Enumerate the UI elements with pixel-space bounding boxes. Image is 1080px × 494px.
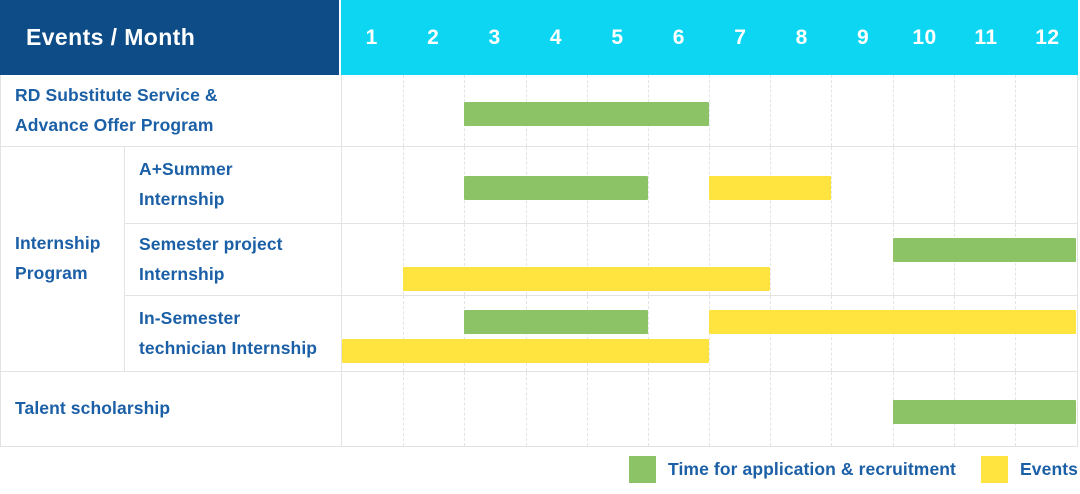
month-gridline <box>953 147 955 223</box>
event-bar <box>403 267 771 291</box>
month-gridline <box>831 224 833 295</box>
header-events-month-cell: Events / Month <box>0 0 341 75</box>
table-row: In-Semester technician Internship <box>125 295 1077 371</box>
application-bar <box>892 238 1076 262</box>
month-grid <box>341 296 1077 371</box>
month-gridline <box>709 224 710 295</box>
section-3: Talent scholarship <box>1 371 1077 446</box>
table-row <box>341 372 1077 446</box>
event-bar <box>709 310 1076 334</box>
events-table: Events / Month 1 2 3 4 5 6 7 8 9 10 11 12 RD Substi… <box>0 0 1078 447</box>
application-bar <box>464 102 709 126</box>
row-group-label: Talent scholarship <box>15 398 171 419</box>
month-gridline <box>647 224 649 295</box>
month-gridline <box>892 75 894 146</box>
header-label: Events / Month <box>26 24 196 50</box>
month-label: 4 <box>549 25 563 49</box>
month-gridline <box>647 147 649 223</box>
month-label: 12 <box>1035 25 1060 49</box>
legend: Time for application & recruitment Events <box>629 456 1078 483</box>
month-gridline <box>1014 75 1016 146</box>
month-gridline <box>403 372 405 446</box>
month-label: 7 <box>734 25 747 49</box>
section-1: RD Substitute Service & Advance Offer Pr… <box>1 75 1077 146</box>
month-gridline <box>586 372 588 446</box>
table-row <box>341 75 1077 146</box>
month-gridline <box>403 296 405 371</box>
row-group-label: RD Substitute Service & Advance Offer Pr… <box>15 84 218 135</box>
month-label: 1 <box>365 25 378 49</box>
month-gridline <box>464 224 466 295</box>
month-gridline <box>403 75 405 146</box>
row-label: Semester project Internship <box>139 233 283 284</box>
section-rows <box>341 75 1077 146</box>
month-gridline <box>525 224 527 295</box>
month-grid <box>341 147 1077 223</box>
month-gridline <box>709 372 710 446</box>
month-gridline <box>586 224 588 295</box>
month-gridline <box>953 75 955 146</box>
application-bar <box>892 400 1076 424</box>
month-gridline <box>831 147 833 223</box>
month-gridline <box>647 296 649 371</box>
month-gridline <box>647 372 649 446</box>
legend-item-event: Events <box>981 456 1078 483</box>
month-gridline <box>770 372 772 446</box>
row-label: In-Semester technician Internship <box>139 307 318 358</box>
month-gridline <box>464 372 466 446</box>
month-label: 3 <box>488 25 501 49</box>
table-row: Semester project Internship <box>125 223 1077 295</box>
month-gridline <box>403 224 405 295</box>
month-gridline <box>403 147 405 223</box>
month-gridline <box>770 224 772 295</box>
month-gridline <box>770 75 772 146</box>
month-gridline <box>1014 147 1016 223</box>
month-label: 5 <box>611 25 624 49</box>
table-row: A+Summer Internship <box>125 147 1077 223</box>
month-grid <box>341 224 1077 295</box>
month-label: 10 <box>912 25 937 49</box>
legend-swatch-application <box>629 456 656 483</box>
row-label: A+Summer Internship <box>139 159 233 209</box>
legend-label: Events <box>1020 459 1078 479</box>
event-bar <box>709 176 832 200</box>
legend-item-application: Time for application & recruitment <box>629 456 956 483</box>
month-label: 9 <box>857 25 870 49</box>
header-month-row: 1 2 3 4 5 6 7 8 9 10 11 12 <box>341 0 1078 75</box>
table-header: Events / Month 1 2 3 4 5 6 7 8 9 10 11 12 <box>0 0 1078 75</box>
month-gridline <box>831 372 833 446</box>
month-label: 8 <box>795 25 808 49</box>
month-label: 6 <box>672 25 685 49</box>
section-rows <box>341 372 1077 446</box>
legend-label: Time for application & recruitment <box>668 459 956 479</box>
month-grid <box>341 75 1077 146</box>
application-bar <box>464 176 648 200</box>
section-rows: A+Summer Internship Semester project Inte… <box>124 147 1077 371</box>
application-bar <box>464 310 648 334</box>
month-gridline <box>525 372 527 446</box>
month-label: 2 <box>427 25 440 49</box>
month-gridline <box>892 147 894 223</box>
month-grid <box>341 372 1077 446</box>
table-body: RD Substitute Service & Advance Offer Pr… <box>0 75 1078 447</box>
month-label: 11 <box>974 25 998 49</box>
legend-swatch-event <box>981 456 1008 483</box>
row-group-label: Internship Program <box>15 233 101 283</box>
event-bar <box>342 339 709 363</box>
month-gridline <box>831 75 833 146</box>
month-gridline <box>709 75 710 146</box>
section-2: Internship Program A+Summer Internship Sem… <box>1 146 1077 371</box>
